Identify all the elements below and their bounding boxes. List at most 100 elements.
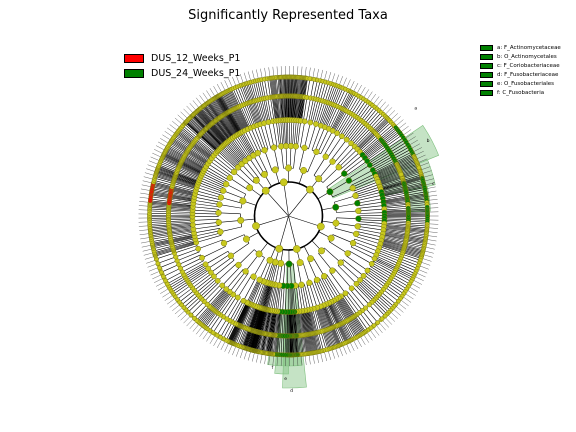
- taxa-swatch: [480, 53, 493, 60]
- branch-edge: [359, 279, 379, 297]
- branch-edge: [264, 283, 272, 309]
- branch-edge: [397, 157, 415, 166]
- branch-edge: [404, 244, 424, 251]
- branch-edge: [173, 181, 197, 189]
- branch-edge: [357, 132, 376, 150]
- branch-edge: [255, 80, 261, 100]
- branch-edge: [304, 334, 309, 354]
- branch-edge: [356, 231, 383, 238]
- branch-edge: [334, 268, 352, 289]
- branch-edge: [268, 122, 275, 148]
- branch-edge: [321, 277, 335, 301]
- taxon-node: [223, 286, 230, 292]
- branch-edge: [313, 281, 324, 306]
- branch-edge: [335, 299, 349, 321]
- branch-edge: [341, 91, 351, 109]
- clade-label-e: e: [284, 377, 287, 382]
- taxon-node: [217, 194, 225, 201]
- branch-edge: [373, 259, 396, 271]
- branch-edge: [223, 145, 242, 165]
- branch-edge: [349, 123, 366, 143]
- branch-edge: [234, 108, 246, 131]
- taxon-node: [357, 277, 363, 283]
- branch-edge: [404, 245, 424, 252]
- branch-edge: [330, 108, 343, 131]
- clade-label-a: a: [414, 106, 417, 111]
- branch-edge: [313, 156, 326, 176]
- branch-edge: [296, 96, 299, 121]
- branch-edge: [199, 134, 219, 152]
- branch-edge: [275, 120, 280, 147]
- branch-edge: [306, 334, 311, 354]
- branch-edge: [345, 93, 355, 111]
- branch-edge: [357, 282, 376, 300]
- branch-edge: [236, 302, 248, 325]
- branch-edge: [408, 204, 428, 207]
- branch-edge: [328, 302, 340, 325]
- branch-edge: [341, 295, 356, 316]
- branch-edge: [290, 120, 293, 147]
- branch-edge: [154, 248, 174, 255]
- branch-edge: [263, 260, 272, 282]
- taxon-node: [261, 147, 268, 154]
- branch-edge: [214, 97, 226, 115]
- branch-edge: [406, 237, 426, 242]
- branch-edge: [190, 271, 211, 286]
- taxon-node: [298, 281, 305, 288]
- branch-edge: [205, 104, 217, 121]
- branch-edge: [380, 127, 396, 140]
- branch-edge: [368, 150, 390, 164]
- branch-edge: [180, 162, 203, 174]
- branch-edge: [406, 239, 425, 244]
- branch-edge: [233, 171, 252, 187]
- taxon-node: [341, 170, 348, 177]
- branch-edge: [256, 332, 262, 352]
- branch-edge: [166, 148, 184, 159]
- branch-edge: [225, 142, 244, 163]
- branch-edge: [324, 330, 331, 349]
- branch-edge: [183, 157, 205, 171]
- branch-edge: [235, 302, 247, 325]
- branch-edge: [327, 303, 338, 326]
- branch-edge: [401, 168, 420, 176]
- taxon-node: [379, 316, 385, 322]
- branch-edge: [293, 311, 295, 336]
- taxon-node: [234, 294, 241, 301]
- branch-edge: [403, 174, 422, 181]
- branch-edge: [252, 307, 260, 331]
- branch-edge: [258, 333, 264, 352]
- branch-edge: [324, 275, 339, 299]
- branch-edge: [406, 193, 426, 198]
- branch-edge: [375, 120, 390, 134]
- branch-edge: [206, 103, 219, 119]
- branch-edge: [189, 269, 210, 284]
- branch-edge: [283, 96, 286, 121]
- branch-edge: [198, 182, 224, 192]
- branch-edge: [285, 285, 287, 312]
- branch-edge: [152, 185, 172, 191]
- branch-edge: [359, 134, 378, 152]
- branch-edge: [165, 150, 183, 161]
- branch-edge: [205, 311, 217, 328]
- branch-edge: [213, 259, 235, 277]
- taxa-swatch: [480, 44, 493, 51]
- taxa-legend-entry-b: b: O_Actinomycetales: [480, 53, 557, 60]
- branch-edge: [396, 155, 415, 165]
- branch-edge: [159, 260, 178, 269]
- branch-edge: [159, 164, 178, 173]
- branch-edge: [152, 241, 172, 247]
- branch-edge: [157, 168, 176, 176]
- branch-edge: [291, 311, 293, 336]
- branch-edge: [307, 259, 318, 281]
- taxon-node: [329, 158, 336, 165]
- branch-edge: [290, 263, 292, 286]
- branch-edge: [362, 139, 382, 156]
- branch-edge: [265, 283, 273, 310]
- branch-edge: [261, 309, 268, 333]
- branch-edge: [236, 135, 251, 158]
- taxon-node: [296, 259, 304, 267]
- branch-edge: [317, 279, 330, 304]
- taxon-node: [371, 255, 378, 262]
- branch-edge: [149, 223, 169, 225]
- branch-edge: [246, 306, 256, 329]
